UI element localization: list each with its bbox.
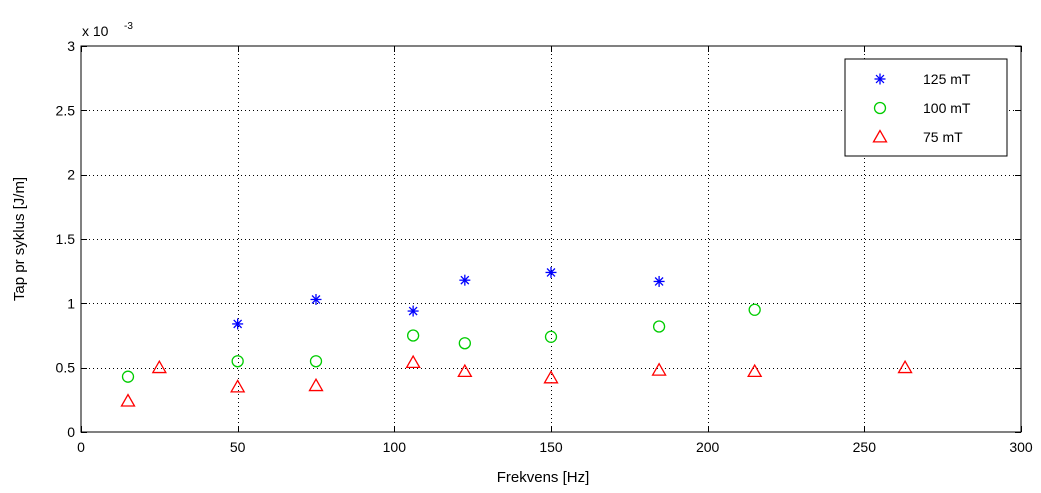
data-points <box>120 266 913 407</box>
data-point-triangle <box>897 359 913 374</box>
x-tick-label: 150 <box>539 439 563 455</box>
data-point-circle <box>652 320 666 333</box>
y-tick-label: 0.5 <box>56 360 76 376</box>
data-point-circle <box>231 355 244 368</box>
data-point-asterisk <box>545 266 557 278</box>
y-tick-label: 2 <box>67 167 75 183</box>
y-tick-label: 0 <box>67 424 75 440</box>
y-tick-label: 1 <box>67 295 75 311</box>
legend-label-75mt: 75 mT <box>923 129 963 145</box>
data-point-circle <box>309 355 323 368</box>
legend-marker-asterisk <box>874 73 886 85</box>
y-exponent-power: -3 <box>124 21 133 32</box>
legend: 125 mT 100 mT 75 mT <box>844 58 1008 157</box>
data-point-triangle <box>308 377 324 392</box>
data-point-triangle <box>120 393 136 407</box>
legend-marker-triangle <box>872 129 888 143</box>
x-tick-label: 200 <box>696 439 720 455</box>
legend-label-100mt: 100 mT <box>923 100 971 116</box>
x-tick-label: 300 <box>1009 439 1033 455</box>
legend-label-125mt: 125 mT <box>923 71 971 87</box>
data-point-triangle <box>747 363 763 378</box>
legend-marker-circle <box>873 101 887 115</box>
data-point-circle <box>544 330 558 343</box>
y-axis-label: Tap pr syklus [J/m] <box>11 177 28 301</box>
x-tick-label: 0 <box>77 439 85 455</box>
data-point-triangle <box>405 354 421 369</box>
x-tick-label: 50 <box>230 439 246 455</box>
y-tick-label: 2.5 <box>56 102 76 118</box>
axis-ticks: 0 50 100 150 200 250 300 0 0.5 1 1.5 2 2.5 3 <box>56 38 1033 455</box>
data-point-triangle <box>651 362 667 376</box>
series-100mt <box>121 303 761 383</box>
data-point-triangle <box>151 359 167 374</box>
legend-markers <box>872 73 888 143</box>
x-axis-label: Frekvens [Hz] <box>497 469 590 486</box>
data-point-triangle <box>230 379 246 393</box>
series-125mt <box>232 266 665 330</box>
x-tick-label: 250 <box>853 439 877 455</box>
legend-box <box>844 58 1008 157</box>
data-point-asterisk <box>232 318 244 330</box>
data-point-circle <box>458 337 471 350</box>
data-point-triangle <box>543 370 559 384</box>
data-point-asterisk <box>310 293 322 305</box>
y-tick-label: 3 <box>67 38 75 54</box>
y-tick-label: 1.5 <box>56 231 76 247</box>
data-point-circle <box>406 329 420 342</box>
y-exponent-base: x 10 <box>82 23 109 39</box>
data-point-triangle <box>457 363 473 378</box>
data-point-asterisk <box>407 305 419 317</box>
series-75mt <box>120 354 913 407</box>
x-tick-label: 100 <box>383 439 407 455</box>
data-point-circle <box>748 303 761 316</box>
data-point-asterisk <box>459 274 471 286</box>
data-point-circle <box>121 370 135 383</box>
data-point-asterisk <box>653 275 665 287</box>
